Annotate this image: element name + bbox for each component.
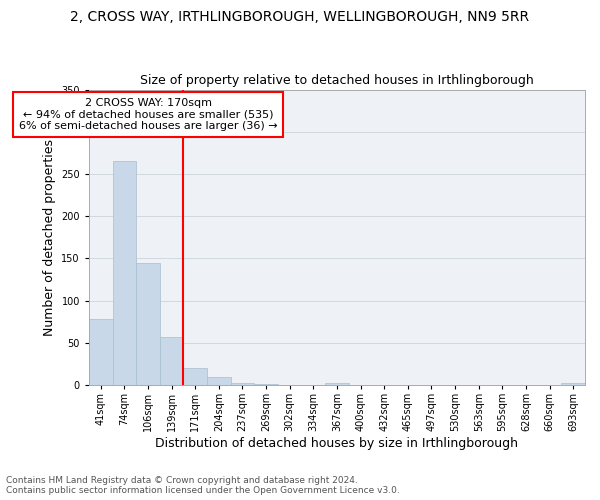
Bar <box>254 384 278 385</box>
Bar <box>160 337 184 385</box>
Bar <box>325 384 349 385</box>
Text: 2 CROSS WAY: 170sqm
← 94% of detached houses are smaller (535)
6% of semi-detach: 2 CROSS WAY: 170sqm ← 94% of detached ho… <box>19 98 277 131</box>
Text: 2, CROSS WAY, IRTHLINGBOROUGH, WELLINGBOROUGH, NN9 5RR: 2, CROSS WAY, IRTHLINGBOROUGH, WELLINGBO… <box>70 10 530 24</box>
Text: Contains HM Land Registry data © Crown copyright and database right 2024.
Contai: Contains HM Land Registry data © Crown c… <box>6 476 400 495</box>
Title: Size of property relative to detached houses in Irthlingborough: Size of property relative to detached ho… <box>140 74 534 87</box>
Bar <box>113 162 136 385</box>
Bar <box>230 382 254 385</box>
Bar <box>562 384 585 385</box>
Bar <box>184 368 207 385</box>
Bar <box>89 320 113 385</box>
Bar <box>136 262 160 385</box>
Bar <box>207 376 230 385</box>
Y-axis label: Number of detached properties: Number of detached properties <box>43 139 56 336</box>
X-axis label: Distribution of detached houses by size in Irthlingborough: Distribution of detached houses by size … <box>155 437 518 450</box>
